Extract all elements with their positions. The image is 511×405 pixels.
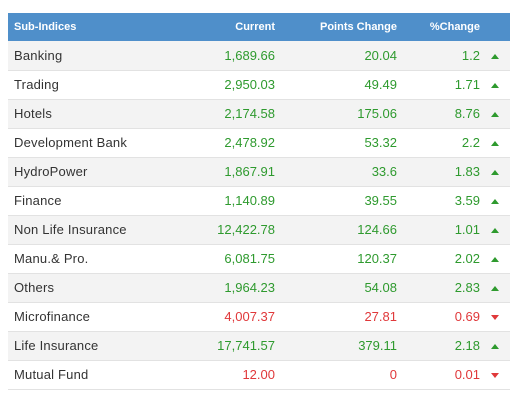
row-trend-cell bbox=[480, 302, 510, 332]
row-current-value: 2,950.03 bbox=[158, 70, 275, 100]
row-trend-cell bbox=[480, 273, 510, 303]
table-row[interactable]: Development Bank 2,478.92 53.32 2.2 bbox=[8, 128, 510, 158]
header-sub-indices[interactable]: Sub-Indices bbox=[14, 21, 77, 33]
row-current-value: 1,140.89 bbox=[158, 186, 275, 216]
row-points-change: 33.6 bbox=[275, 157, 397, 187]
triangle-up-icon bbox=[491, 112, 499, 118]
row-points-change: 49.49 bbox=[275, 70, 397, 100]
row-points-change: 53.32 bbox=[275, 128, 397, 158]
table-row[interactable]: Others 1,964.23 54.08 2.83 bbox=[8, 273, 510, 303]
header-current[interactable]: Current bbox=[235, 21, 275, 33]
row-points-change: 27.81 bbox=[275, 302, 397, 332]
table-row[interactable]: Life Insurance 17,741.57 379.11 2.18 bbox=[8, 331, 510, 361]
row-current-value: 4,007.37 bbox=[158, 302, 275, 332]
row-index-name[interactable]: Development Bank bbox=[8, 128, 158, 158]
row-index-name[interactable]: Hotels bbox=[8, 99, 158, 129]
row-current-value: 6,081.75 bbox=[158, 244, 275, 274]
triangle-up-icon bbox=[491, 199, 499, 205]
triangle-up-icon bbox=[491, 53, 499, 59]
triangle-up-icon bbox=[491, 228, 499, 234]
table-row[interactable]: Microfinance 4,007.37 27.81 0.69 bbox=[8, 302, 510, 332]
triangle-up-icon bbox=[491, 344, 499, 350]
row-points-change: 20.04 bbox=[275, 41, 397, 71]
row-pct-change: 0.69 bbox=[397, 302, 480, 332]
row-current-value: 12.00 bbox=[158, 360, 275, 390]
row-index-name[interactable]: Banking bbox=[8, 41, 158, 71]
row-points-change: 0 bbox=[275, 360, 397, 390]
row-index-name[interactable]: Life Insurance bbox=[8, 331, 158, 361]
triangle-up-icon bbox=[491, 141, 499, 147]
row-points-change: 124.66 bbox=[275, 215, 397, 245]
table-row[interactable]: Hotels 2,174.58 175.06 8.76 bbox=[8, 99, 510, 129]
table-row[interactable]: Mutual Fund 12.00 0 0.01 bbox=[8, 360, 510, 390]
table-row[interactable]: Banking 1,689.66 20.04 1.2 bbox=[8, 41, 510, 71]
triangle-up-icon bbox=[491, 83, 499, 89]
row-index-name[interactable]: Mutual Fund bbox=[8, 360, 158, 390]
row-trend-cell bbox=[480, 128, 510, 158]
row-points-change: 379.11 bbox=[275, 331, 397, 361]
table-row[interactable]: Manu.& Pro. 6,081.75 120.37 2.02 bbox=[8, 244, 510, 274]
row-current-value: 2,174.58 bbox=[158, 99, 275, 129]
row-index-name[interactable]: HydroPower bbox=[8, 157, 158, 187]
row-pct-change: 1.71 bbox=[397, 70, 480, 100]
row-points-change: 39.55 bbox=[275, 186, 397, 216]
row-trend-cell bbox=[480, 157, 510, 187]
row-index-name[interactable]: Microfinance bbox=[8, 302, 158, 332]
row-index-name[interactable]: Trading bbox=[8, 70, 158, 100]
row-trend-cell bbox=[480, 70, 510, 100]
sub-indices-table: Sub-Indices Current Points Change %Chang… bbox=[8, 13, 510, 390]
table-header-row: Sub-Indices Current Points Change %Chang… bbox=[8, 13, 510, 41]
row-current-value: 12,422.78 bbox=[158, 215, 275, 245]
row-index-name[interactable]: Manu.& Pro. bbox=[8, 244, 158, 274]
row-pct-change: 2.83 bbox=[397, 273, 480, 303]
table-body: Banking 1,689.66 20.04 1.2 Trading 2,950.03 49… bbox=[8, 41, 510, 390]
row-trend-cell bbox=[480, 186, 510, 216]
row-index-name[interactable]: Non Life Insurance bbox=[8, 215, 158, 245]
row-points-change: 120.37 bbox=[275, 244, 397, 274]
row-trend-cell bbox=[480, 360, 510, 390]
triangle-up-icon bbox=[491, 170, 499, 176]
row-current-value: 2,478.92 bbox=[158, 128, 275, 158]
row-pct-change: 1.2 bbox=[397, 41, 480, 71]
table-row[interactable]: Non Life Insurance 12,422.78 124.66 1.01 bbox=[8, 215, 510, 245]
row-trend-cell bbox=[480, 99, 510, 129]
header-points-change[interactable]: Points Change bbox=[319, 21, 397, 33]
row-current-value: 1,867.91 bbox=[158, 157, 275, 187]
table-row[interactable]: HydroPower 1,867.91 33.6 1.83 bbox=[8, 157, 510, 187]
row-trend-cell bbox=[480, 41, 510, 71]
row-current-value: 1,964.23 bbox=[158, 273, 275, 303]
row-trend-cell bbox=[480, 331, 510, 361]
triangle-down-icon bbox=[491, 315, 499, 321]
row-pct-change: 8.76 bbox=[397, 99, 480, 129]
row-points-change: 175.06 bbox=[275, 99, 397, 129]
row-pct-change: 2.02 bbox=[397, 244, 480, 274]
row-pct-change: 1.01 bbox=[397, 215, 480, 245]
row-index-name[interactable]: Finance bbox=[8, 186, 158, 216]
row-pct-change: 0.01 bbox=[397, 360, 480, 390]
row-pct-change: 2.2 bbox=[397, 128, 480, 158]
row-pct-change: 3.59 bbox=[397, 186, 480, 216]
sub-indices-panel: Sub-Indices Current Points Change %Chang… bbox=[8, 13, 510, 390]
row-trend-cell bbox=[480, 244, 510, 274]
row-current-value: 1,689.66 bbox=[158, 41, 275, 71]
header-trend bbox=[480, 13, 510, 41]
row-trend-cell bbox=[480, 215, 510, 245]
table-row[interactable]: Finance 1,140.89 39.55 3.59 bbox=[8, 186, 510, 216]
triangle-up-icon bbox=[491, 286, 499, 292]
row-current-value: 17,741.57 bbox=[158, 331, 275, 361]
triangle-up-icon bbox=[491, 257, 499, 263]
row-index-name[interactable]: Others bbox=[8, 273, 158, 303]
row-pct-change: 1.83 bbox=[397, 157, 480, 187]
header-pct-change[interactable]: %Change bbox=[429, 21, 480, 33]
row-pct-change: 2.18 bbox=[397, 331, 480, 361]
triangle-down-icon bbox=[491, 373, 499, 379]
row-points-change: 54.08 bbox=[275, 273, 397, 303]
table-row[interactable]: Trading 2,950.03 49.49 1.71 bbox=[8, 70, 510, 100]
